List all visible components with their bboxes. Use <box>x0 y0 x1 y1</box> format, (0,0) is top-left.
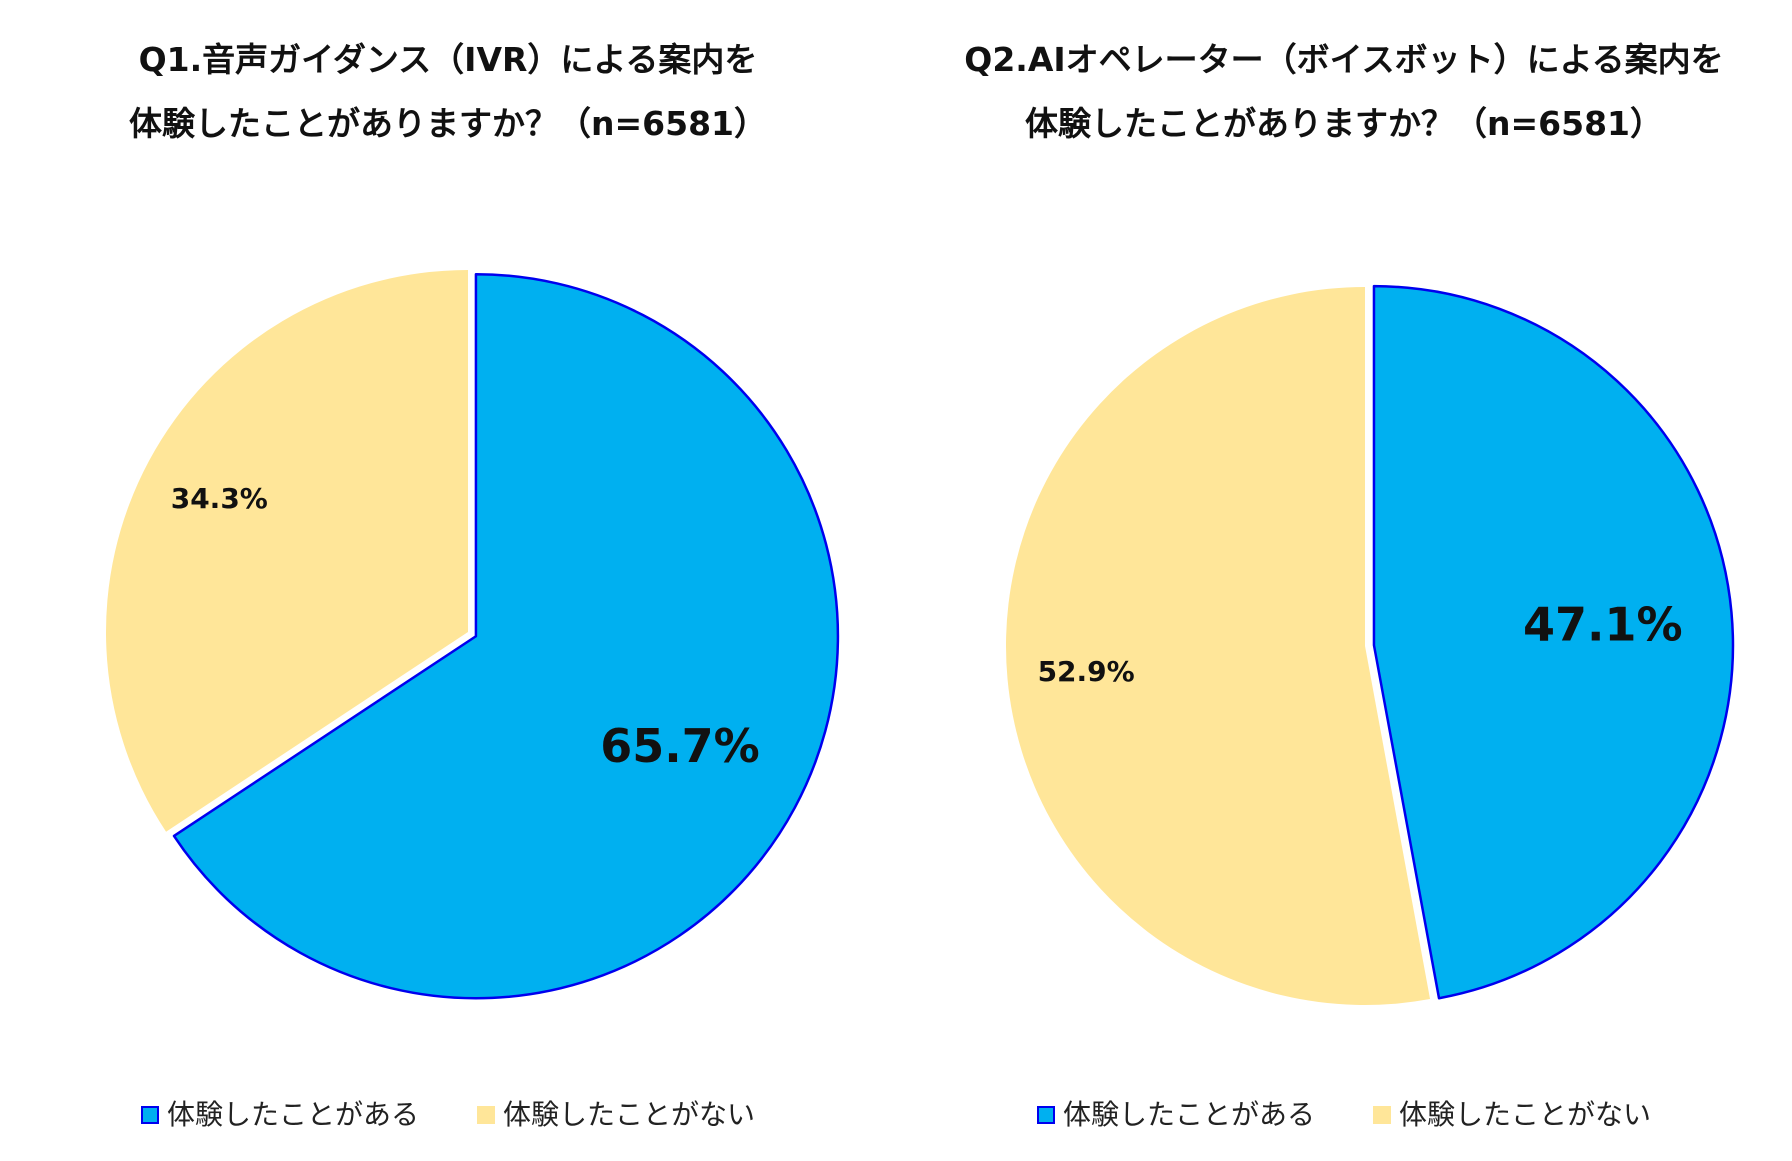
legend-swatch <box>1036 1106 1055 1124</box>
legend-item: 体験したことがある <box>1036 1095 1315 1135</box>
legend-swatch <box>1373 1106 1391 1124</box>
legend-label: 体験したことがある <box>1062 1098 1315 1131</box>
pie-plot: 47.1% 52.9% <box>1005 284 1735 1005</box>
legend-item: 体験したことがない <box>1373 1095 1651 1135</box>
pie-slice-not-experienced <box>1005 287 1431 1005</box>
chart-title-line: 体験したことがありますか？（n=6581） <box>1025 104 1663 143</box>
legend: 体験したことがある 体験したことがない <box>0 1095 896 1135</box>
chart-title: Q2.AIオペレーター（ボイスボット）による案内を 体験したことがありますか？（n… <box>896 28 1792 156</box>
slice-value-label: 52.9% <box>1038 655 1135 688</box>
legend-label: 体験したことがない <box>503 1098 756 1131</box>
legend-swatch <box>140 1106 159 1124</box>
legend-item: 体験したことがない <box>477 1095 755 1135</box>
pie-chart-q2: Q2.AIオペレーター（ボイスボット）による案内を 体験したことがありますか？（n… <box>896 0 1792 1161</box>
chart-title-line: Q2.AIオペレーター（ボイスボット）による案内を <box>964 40 1724 79</box>
slice-value-label: 47.1% <box>1523 597 1683 651</box>
slice-value-label: 34.3% <box>171 482 268 515</box>
pie-chart-q1: Q1.音声ガイダンス（IVR）による案内を 体験したことがありますか？（n=658… <box>0 28 896 1135</box>
chart-title: Q1.音声ガイダンス（IVR）による案内を 体験したことがありますか？（n=658… <box>0 28 896 156</box>
pie-slice-not-experienced <box>106 270 469 832</box>
legend-label: 体験したことがない <box>1399 1098 1652 1131</box>
legend: 体験したことがある 体験したことがない <box>896 1095 1792 1135</box>
pie-slice-experienced <box>172 273 840 1000</box>
chart-title-line: Q1.音声ガイダンス（IVR）による案内を <box>138 40 758 79</box>
pie-plot: 65.7% 34.3% <box>106 270 840 1000</box>
legend-label: 体験したことがある <box>166 1098 419 1131</box>
slice-value-label: 65.7% <box>600 719 760 773</box>
pie-slice-experienced <box>1372 284 1735 1000</box>
chart-title-line: 体験したことがありますか？（n=6581） <box>129 104 767 143</box>
legend-swatch <box>477 1106 495 1124</box>
legend-item: 体験したことがある <box>140 1095 419 1135</box>
